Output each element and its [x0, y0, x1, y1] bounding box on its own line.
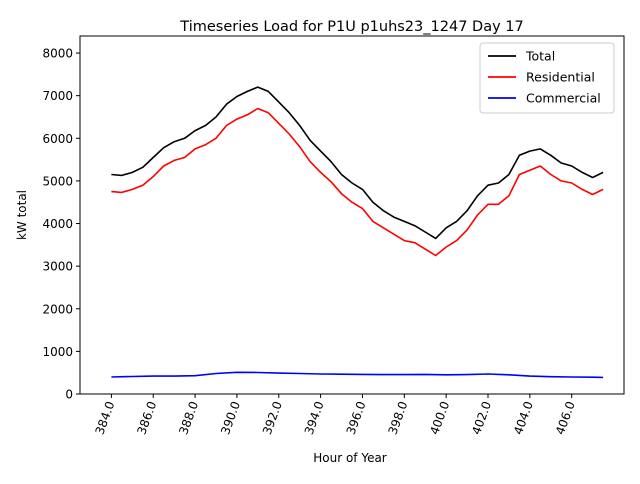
x-tick-label: 386.0 [134, 399, 159, 436]
x-tick-label: 392.0 [260, 399, 285, 436]
y-axis-label: kW total [15, 190, 29, 240]
series-line-commercial [111, 371, 604, 379]
y-tick-label: 2000 [42, 302, 73, 316]
y-tick-label: 7000 [42, 89, 73, 103]
x-axis-label: Hour of Year [313, 451, 387, 465]
x-tick-label: 398.0 [386, 399, 411, 436]
y-tick-label: 5000 [42, 174, 73, 188]
legend-items: Total Residential Commercial [488, 49, 601, 106]
y-tick-label: 6000 [42, 132, 73, 146]
y-tick-label: 4000 [42, 217, 73, 231]
series-lines [111, 86, 604, 379]
y-axis: 0 1000 2000 3000 4000 5000 6000 7000 8000 [42, 47, 80, 402]
legend: Total Residential Commercial [479, 42, 615, 114]
y-tick-label: 1000 [42, 345, 73, 359]
legend-frame [479, 42, 615, 114]
x-tick-label: 402.0 [469, 399, 494, 436]
legend-label-commercial: Commercial [526, 91, 601, 106]
y-tick-label: 3000 [42, 260, 73, 274]
y-tick-label: 0 [65, 388, 73, 402]
x-tick-label: 396.0 [344, 399, 369, 436]
series-line-total [111, 86, 604, 240]
series-line-residential [111, 107, 604, 257]
x-tick-label: 406.0 [553, 399, 578, 436]
legend-label-total: Total [525, 49, 555, 64]
x-tick-label: 400.0 [427, 399, 452, 436]
x-tick-label: 404.0 [511, 399, 536, 436]
x-tick-label: 394.0 [302, 399, 327, 436]
x-tick-label: 390.0 [218, 399, 243, 436]
y-tick-label: 8000 [42, 47, 73, 61]
x-axis: 384.0 386.0 388.0 390.0 392.0 394.0 396.0 398.0… [93, 394, 578, 437]
x-tick-label: 388.0 [176, 399, 201, 436]
legend-label-residential: Residential [526, 70, 595, 85]
x-tick-label: 384.0 [93, 399, 118, 436]
chart-title: Timeseries Load for P1U p1uhs23_1247 Day… [179, 19, 523, 35]
